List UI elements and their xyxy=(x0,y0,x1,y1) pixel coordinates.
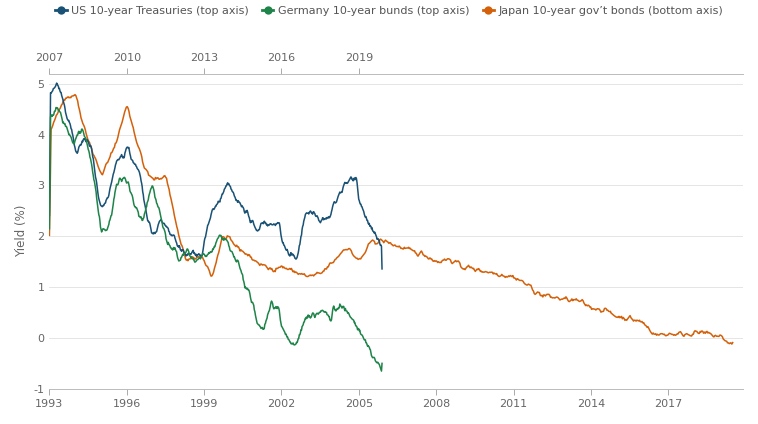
Legend: US 10-year Treasuries (top axis), Germany 10-year bunds (top axis), Japan 10-yea: US 10-year Treasuries (top axis), German… xyxy=(51,1,727,20)
Y-axis label: Yield (%): Yield (%) xyxy=(15,205,28,257)
